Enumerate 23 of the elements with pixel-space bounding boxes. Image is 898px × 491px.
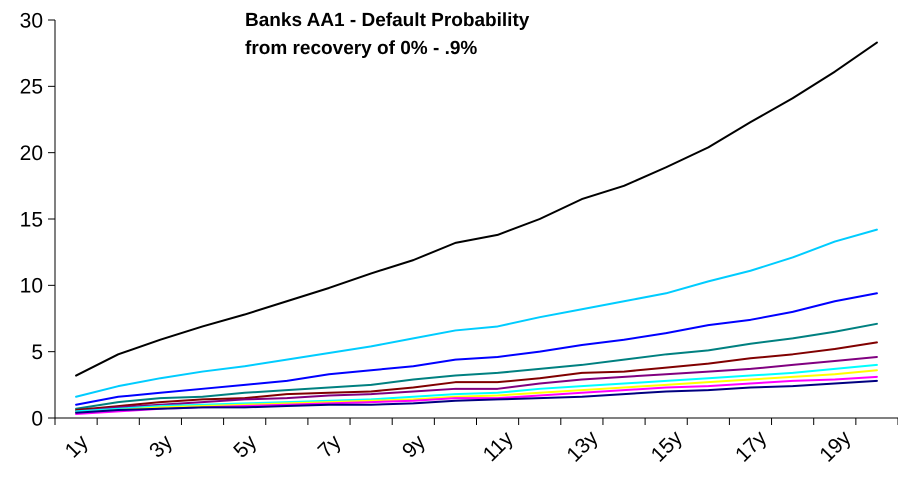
x-tick-label: 17y xyxy=(730,426,772,467)
line-series xyxy=(75,42,878,377)
y-tick-label: 15 xyxy=(20,208,43,232)
line-series xyxy=(75,292,878,406)
x-tick-label: 19y xyxy=(815,426,856,467)
line-series xyxy=(75,341,878,412)
x-tick-label: 1y xyxy=(60,430,93,463)
y-tick-label: 25 xyxy=(20,76,43,99)
x-tick-label: 13y xyxy=(562,426,603,467)
x-tick-label: 15y xyxy=(646,426,688,467)
line-series xyxy=(75,322,878,410)
line-series xyxy=(75,228,878,398)
y-tick-label: 0 xyxy=(31,407,43,430)
x-tick-label: 7y xyxy=(314,430,346,463)
x-tick-label: 3y xyxy=(145,430,178,463)
y-tick-label: 30 xyxy=(20,9,43,32)
y-tick-label: 10 xyxy=(20,274,43,298)
x-tick-label: 11y xyxy=(478,426,518,466)
y-tick-label: 20 xyxy=(20,142,43,166)
chart-title: Banks AA1 - Default Probability from recovery of 0% - .9% xyxy=(245,10,530,59)
x-tick-label: 9y xyxy=(398,430,430,463)
y-tick-label: 5 xyxy=(31,341,43,364)
x-tick-label: 5y xyxy=(229,430,262,463)
